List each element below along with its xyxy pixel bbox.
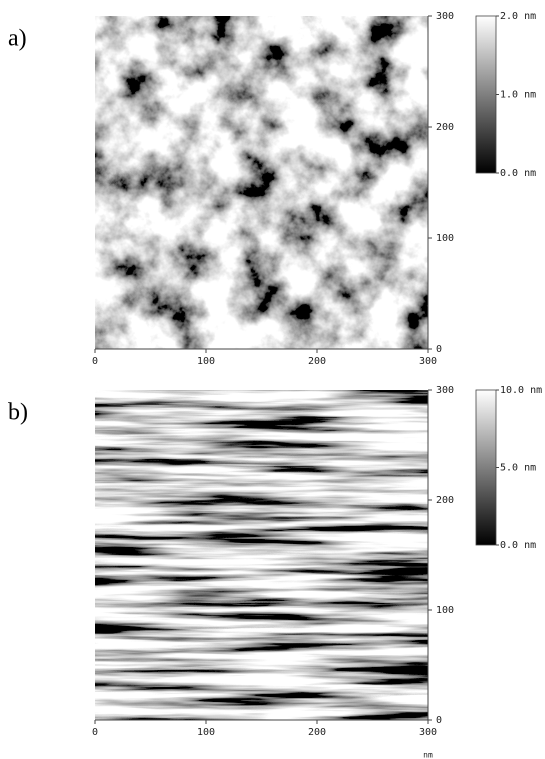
y-tick-label: 100 (436, 233, 454, 244)
colorbar (475, 15, 497, 174)
colorbar-tick-label: 1.0 nm (500, 90, 536, 101)
afm-image (95, 390, 428, 720)
colorbar-tick-label: 5.0 nm (500, 463, 536, 474)
x-tick-label: 100 (197, 356, 215, 367)
x-tick-label: 200 (308, 727, 326, 738)
panel-label: b) (8, 400, 28, 426)
colorbar-tick-label: 2.0 nm (500, 11, 536, 22)
colorbar-tick-label: 0.0 nm (500, 540, 536, 551)
y-tick-label: 200 (436, 495, 454, 506)
colorbar-tick-label: 10.0 nm (500, 385, 542, 396)
x-tick-label: 0 (92, 727, 98, 738)
x-tick-label: 300 (419, 356, 437, 367)
afm-image (95, 16, 428, 349)
colorbar (475, 389, 497, 546)
y-tick-label: 0 (436, 715, 442, 726)
x-axis-label: nm (423, 751, 433, 759)
x-tick-label: 300 (419, 727, 437, 738)
y-tick-label: 100 (436, 605, 454, 616)
colorbar-tick-label: 0.0 nm (500, 168, 536, 179)
x-tick-label: 0 (92, 356, 98, 367)
x-tick-label: 100 (197, 727, 215, 738)
y-tick-label: 200 (436, 122, 454, 133)
panel-label: a) (8, 26, 27, 52)
y-tick-label: 300 (436, 11, 454, 22)
y-tick-label: 0 (436, 344, 442, 355)
y-tick-label: 300 (436, 385, 454, 396)
x-tick-label: 200 (308, 356, 326, 367)
